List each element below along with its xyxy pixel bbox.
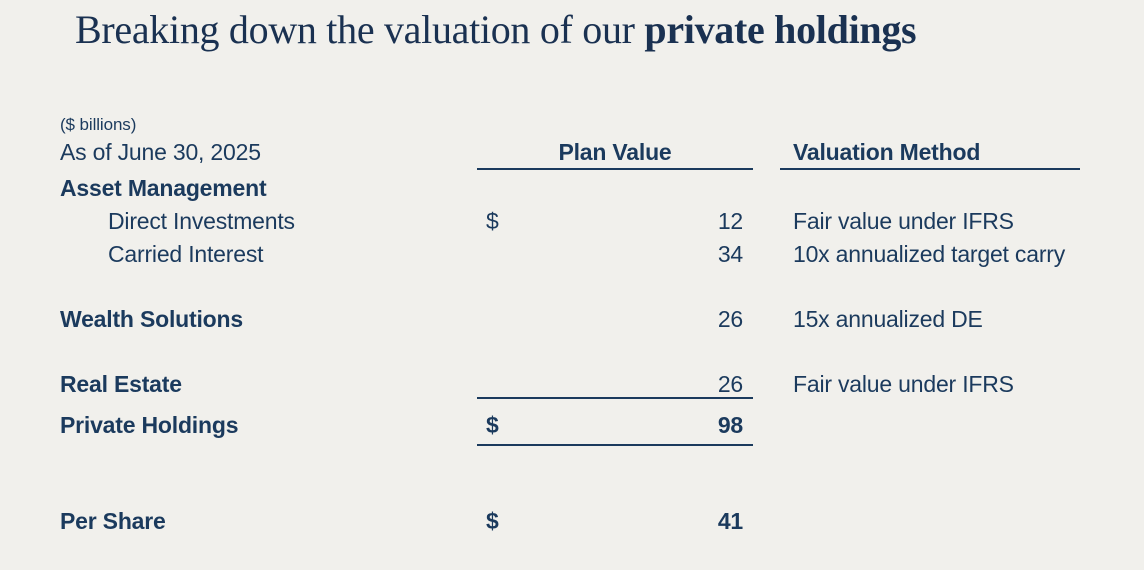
plan-value-cell: $ 41 <box>477 508 753 535</box>
valuation-method: Fair value under IFRS <box>793 208 1014 234</box>
plan-value-cell: $ 12 <box>477 208 753 235</box>
table-row-direct-investments: Direct Investments $ 12 Fair value under… <box>0 208 1144 234</box>
plan-value-header-rule <box>477 168 753 170</box>
total-rule <box>477 444 753 446</box>
row-label: Direct Investments <box>108 208 295 234</box>
table-row-real-estate: Real Estate 26 Fair value under IFRS <box>0 371 1144 397</box>
row-label: Wealth Solutions <box>60 306 243 332</box>
table-row-wealth-solutions: Wealth Solutions 26 15x annualized DE <box>0 306 1144 332</box>
currency-symbol: $ <box>486 208 499 234</box>
plan-value: 26 <box>717 306 743 332</box>
page-title-emphasis: private holdings <box>644 7 917 52</box>
plan-value: 12 <box>717 208 743 234</box>
plan-value-cell: $ 98 <box>477 412 753 439</box>
plan-value: 34 <box>717 241 743 267</box>
row-label: Per Share <box>60 508 166 534</box>
subtotal-rule <box>477 397 753 399</box>
plan-value-cell: 34 <box>477 241 753 268</box>
units-note: ($ billions) <box>60 115 137 134</box>
table-row-per-share: Per Share $ 41 <box>0 508 1144 534</box>
row-label: Asset Management <box>60 175 267 201</box>
column-header-valuation-method: Valuation Method <box>793 139 981 165</box>
valuation-method: 15x annualized DE <box>793 306 983 332</box>
page-title-regular: Breaking down the valuation of our <box>75 7 645 52</box>
plan-value: 26 <box>717 371 743 397</box>
plan-value: 41 <box>717 508 743 534</box>
table-row-private-holdings-total: Private Holdings $ 98 <box>0 412 1144 438</box>
plan-value-cell: 26 <box>477 371 753 398</box>
table-row-asset-management: Asset Management <box>0 175 1144 201</box>
valuation-method: 10x annualized target carry <box>793 241 1066 267</box>
column-header-plan-value: Plan Value <box>558 139 672 165</box>
valuation-method: Fair value under IFRS <box>793 371 1014 397</box>
as-of-date: As of June 30, 2025 <box>60 139 261 165</box>
plan-value: 98 <box>717 412 743 438</box>
currency-symbol: $ <box>486 508 499 534</box>
row-label: Private Holdings <box>60 412 239 438</box>
valuation-method-header-rule <box>780 168 1080 170</box>
page-title: Breaking down the valuation of our priva… <box>75 6 917 54</box>
plan-value-cell: 26 <box>477 306 753 333</box>
row-label: Real Estate <box>60 371 182 397</box>
row-label: Carried Interest <box>108 241 264 267</box>
table-row-carried-interest: Carried Interest 34 10x annualized targe… <box>0 241 1144 267</box>
currency-symbol: $ <box>486 412 499 438</box>
